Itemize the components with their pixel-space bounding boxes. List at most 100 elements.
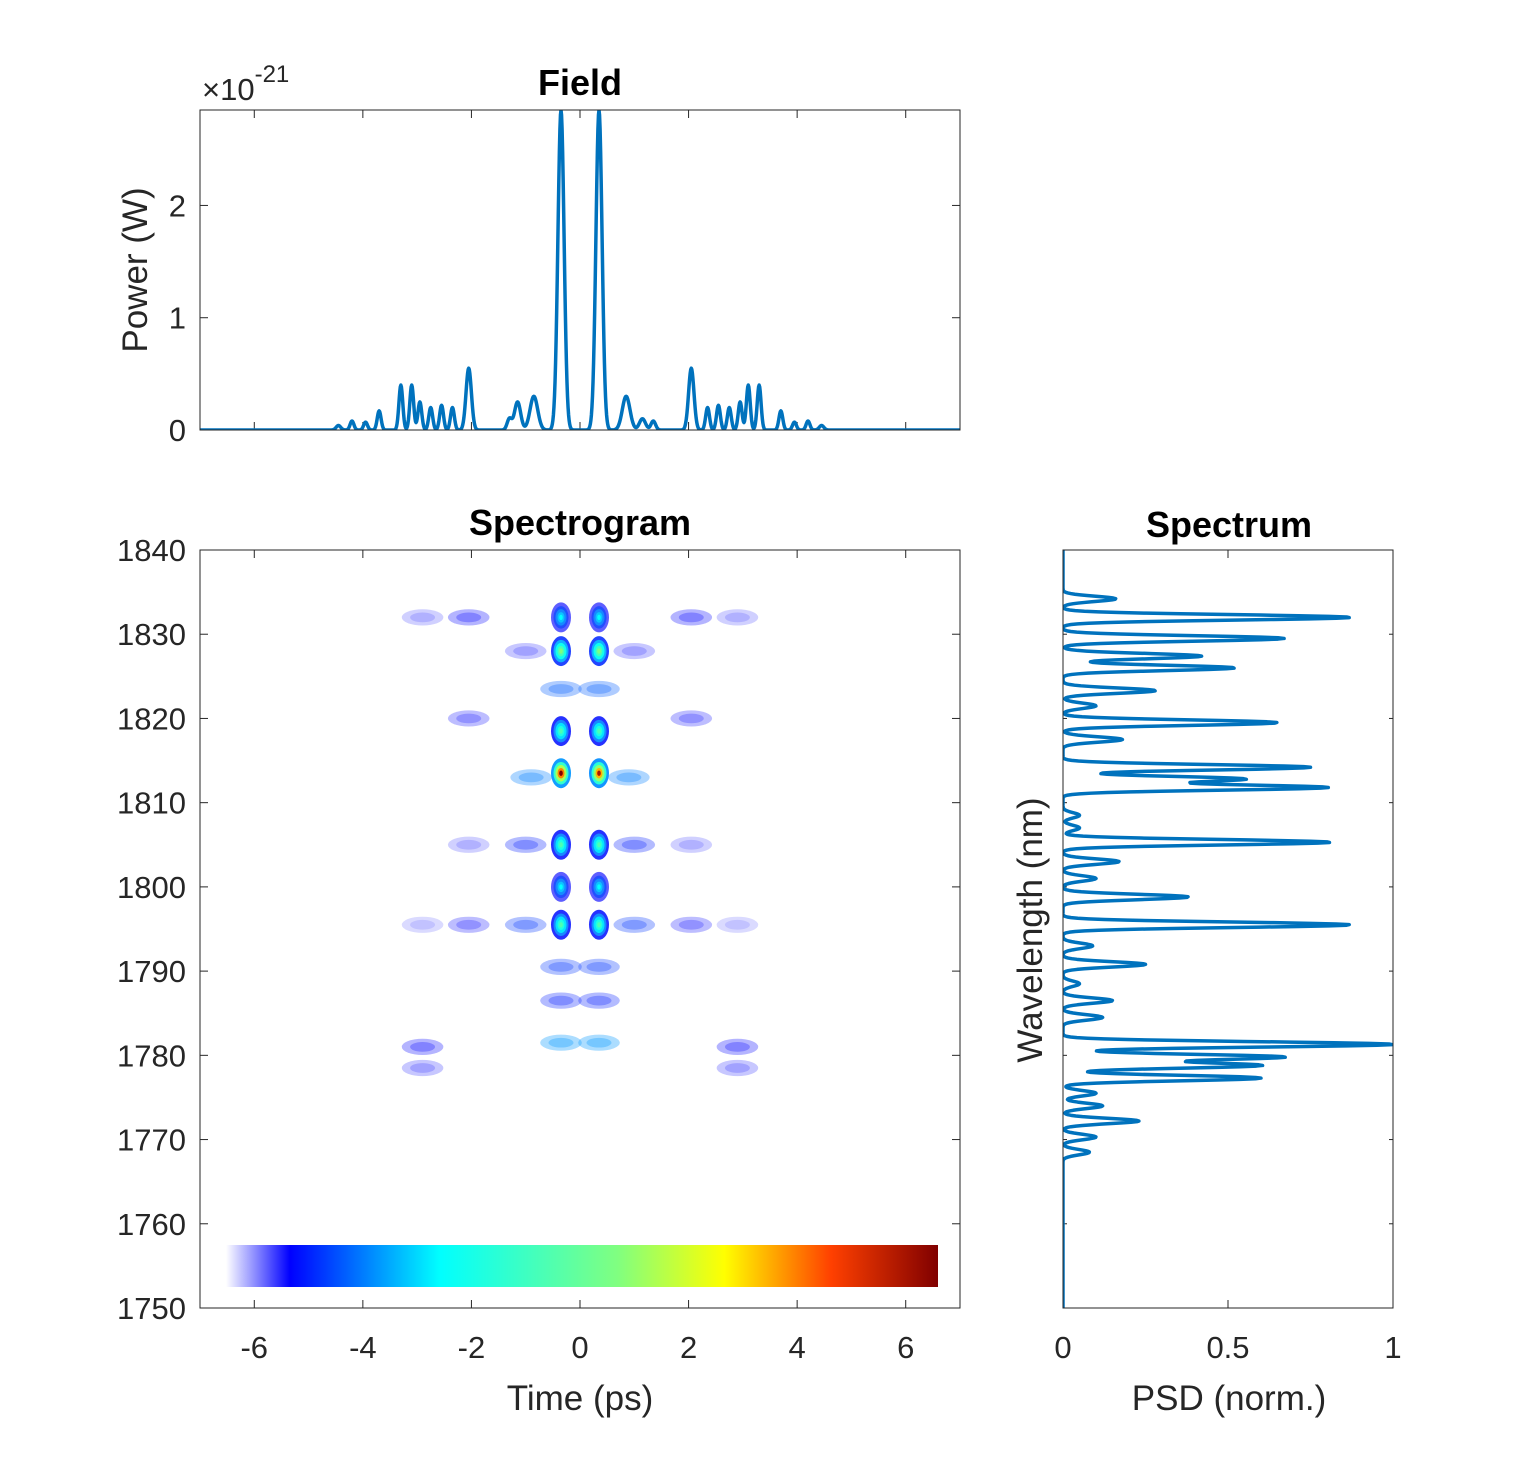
spectrum-panel: Spectrum Wavelength (nm) 0 0.5 1 PSD (norm… [1011,504,1402,1418]
spectrogram-blob [578,1034,620,1051]
spectrogram-blob [716,916,759,933]
spectrogram-blob-layer [678,919,704,930]
spectrogram-blob-layer [513,646,539,656]
spectrogram-blob-layer [548,684,574,694]
spectrogram-blob-layer [456,612,482,623]
field-exponent-power: -21 [255,61,290,88]
spectrogram-blob [504,836,547,853]
spectrogram-ytick-labels: 1750 1760 1770 1780 1790 1800 1810 1820 1830 1840 [117,533,186,1326]
spectrogram-blob [578,680,620,698]
spectrogram-blob-layer [670,609,713,626]
spectrogram-heatmap [401,602,759,1077]
field-exponent-base: ×10 [202,72,255,107]
spectrogram-blob [551,871,571,902]
spectrogram-blob-layer [578,1034,620,1051]
spectrogram-blob-layer [621,646,647,656]
spectrogram-blob [613,642,656,660]
spectrogram-blob-layer [670,710,713,727]
spectrogram-blob-layer [597,728,601,734]
spectrogram-blob [589,636,609,667]
spectrogram-blob-layer [716,916,759,933]
spectrogram-ytick-label: 1750 [117,1291,186,1326]
spectrogram-blob-layer [578,958,620,976]
spectrogram-tick-marks [200,549,960,1309]
spectrogram-xtick-label: -4 [349,1330,377,1365]
spectrogram-xtick-label: 4 [789,1330,806,1365]
spectrogram-blob [589,602,609,633]
field-ytick-label: 0 [169,413,186,448]
field-power-line [200,110,960,430]
field-tick-marks [200,110,960,431]
spectrogram-xtick-label: 0 [571,1330,588,1365]
spectrogram-blob-layer [540,680,582,698]
spectrogram-ytick-label: 1810 [117,786,186,821]
spectrogram-xtick-label: -2 [458,1330,486,1365]
spectrogram-blob [401,1038,444,1056]
field-ytick-label: 2 [169,188,186,223]
spectrogram-blob-layer [401,1038,444,1056]
spectrogram-blob-layer [401,609,444,626]
field-ytick-label: 1 [169,301,186,336]
spectrogram-blob-layer [586,962,612,972]
spectrogram-blob-layer [678,713,704,724]
spectrogram-blob-layer [724,1063,750,1073]
spectrogram-blob [540,992,582,1009]
spectrogram-blob-layer [504,642,547,660]
spectrogram-ytick-label: 1800 [117,870,186,905]
spectrogram-blob-layer [410,1042,436,1052]
spectrogram-blob-layer [716,609,759,626]
spectrogram-blob [578,958,620,976]
spectrogram-title: Spectrogram [469,502,691,543]
spectrogram-blob-layer [670,836,713,853]
spectrogram-blob [447,609,490,626]
spectrogram-blob-layer [513,839,539,850]
spectrogram-blob [589,758,609,789]
spectrogram-blob-layer [513,919,539,930]
spectrogram-ytick-label: 1760 [117,1207,186,1242]
spectrogram-blob-layer [504,916,547,933]
spectrogram-ytick-label: 1790 [117,954,186,989]
spectrogram-blob [447,710,490,727]
spectrum-xlabel: PSD (norm.) [1132,1379,1326,1418]
spectrogram-xtick-label: -6 [240,1330,268,1365]
spectrogram-blob-layer [597,614,601,621]
spectrogram-blob-layer [597,922,601,928]
field-ylabel: Power (W) [116,187,155,352]
spectrum-psd-line [1063,550,1393,1308]
spectrogram-blob [589,829,609,860]
spectrogram-blob-layer [613,916,656,933]
spectrogram-blob-layer [540,992,582,1009]
spectrogram-blob-layer [597,648,601,654]
spectrogram-blob [540,958,582,976]
spectrogram-blob-layer [559,648,563,654]
spectrogram-blob [670,710,713,727]
spectrogram-blob [608,769,650,786]
spectrogram-blob-layer [447,609,490,626]
spectrogram-blob-layer [616,772,642,783]
spectrogram-blob-layer [456,713,482,724]
spectrogram-blob-layer [586,684,612,694]
spectrogram-blob [401,609,444,626]
spectrogram-blob-layer [548,962,574,972]
spectrogram-blob-layer [608,769,650,786]
spectrum-title: Spectrum [1146,504,1312,545]
spectrogram-blob-layer [613,836,656,853]
spectrogram-ytick-label: 1780 [117,1038,186,1073]
spectrogram-blob-layer [559,770,563,776]
spectrogram-blob-layer [540,958,582,976]
spectrogram-xtick-label: 2 [680,1330,697,1365]
spectrogram-blob [589,716,609,747]
spectrogram-blob [401,1059,444,1077]
spectrogram-xtick-label: 6 [897,1330,914,1365]
spectrogram-blob [551,909,571,940]
spectrogram-colorbar [226,1245,938,1287]
spectrogram-blob-layer [716,1059,759,1077]
spectrum-xtick-label: 0.5 [1206,1330,1249,1365]
spectrogram-blob-layer [504,836,547,853]
spectrogram-blob-layer [401,916,444,933]
spectrogram-blob-layer [578,680,620,698]
spectrogram-blob-layer [578,992,620,1009]
spectrogram-blob [447,836,490,853]
spectrogram-panel: Spectrogram 1750 1760 1770 1780 1790 1800 1810… [117,502,961,1418]
